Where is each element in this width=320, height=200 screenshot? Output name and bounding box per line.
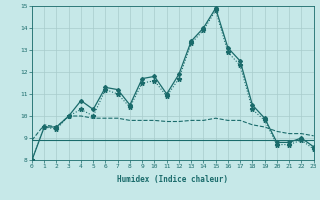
X-axis label: Humidex (Indice chaleur): Humidex (Indice chaleur)	[117, 175, 228, 184]
